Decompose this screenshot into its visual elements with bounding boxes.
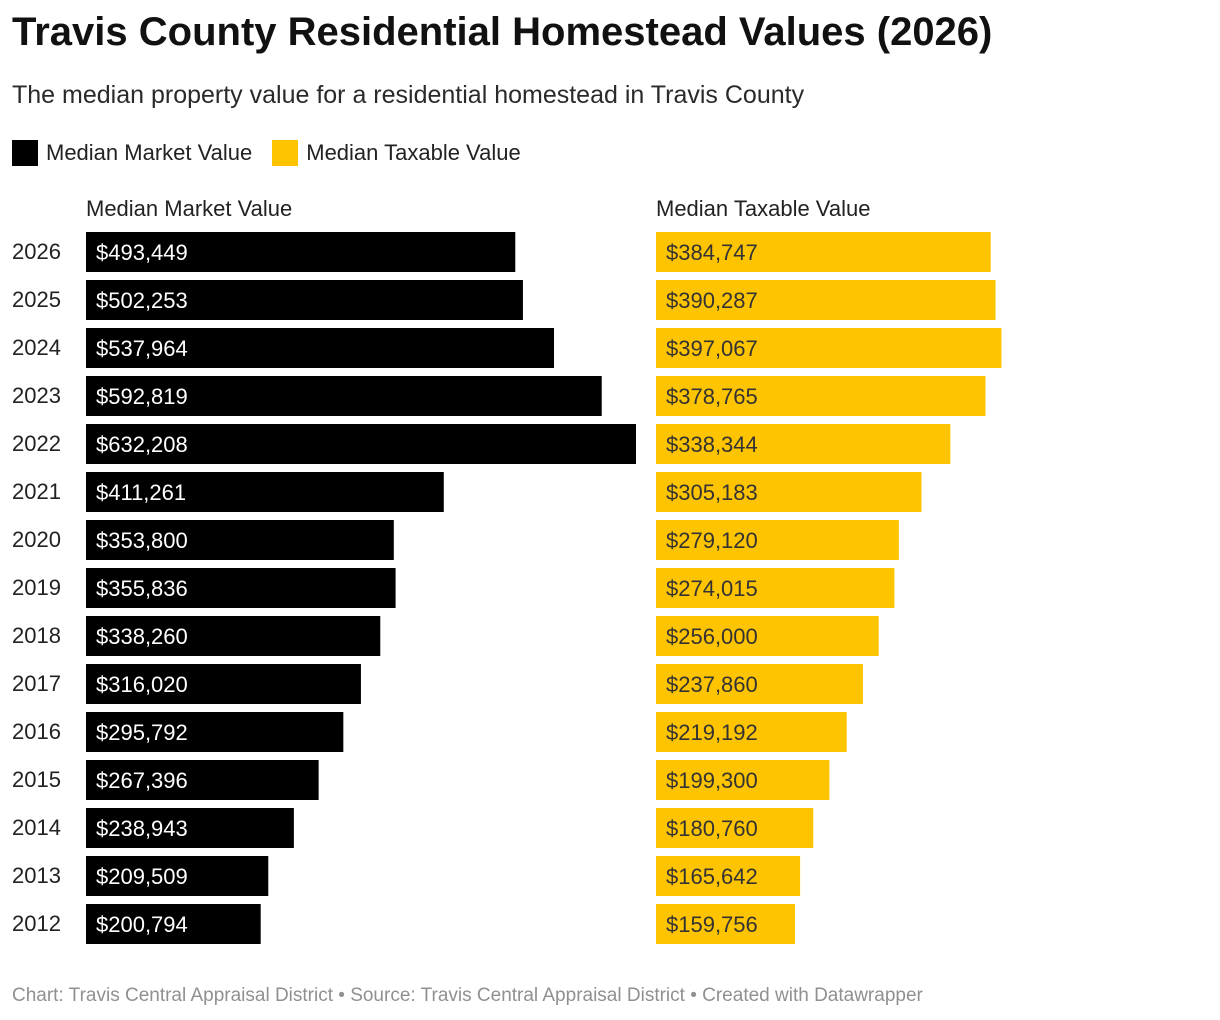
legend-label-market: Median Market Value (46, 140, 253, 165)
taxable-value-bar (656, 328, 1002, 368)
taxable-value-bar (656, 568, 895, 608)
taxable-value-label: $219,192 (666, 720, 758, 745)
market-value-label: $295,792 (96, 720, 188, 745)
taxable-value-label: $390,287 (666, 288, 758, 313)
taxable-value-bar (656, 904, 795, 944)
taxable-value-label: $384,747 (666, 240, 758, 265)
taxable-panel-header: Median Taxable Value (656, 196, 870, 221)
taxable-value-label: $180,760 (666, 816, 758, 841)
taxable-value-label: $256,000 (666, 624, 758, 649)
taxable-value-bar (656, 712, 847, 752)
taxable-value-label: $274,015 (666, 576, 758, 601)
year-label: 2024 (12, 335, 61, 360)
taxable-value-bar (656, 664, 863, 704)
chart-footer: Chart: Travis Central Appraisal District… (12, 985, 923, 1006)
market-value-bar (86, 424, 636, 464)
market-value-bar (86, 568, 396, 608)
taxable-value-bar (656, 520, 899, 560)
market-value-bar (86, 808, 294, 848)
year-label: 2015 (12, 767, 61, 792)
year-label: 2017 (12, 671, 61, 696)
taxable-value-bar (656, 376, 986, 416)
year-label: 2016 (12, 719, 61, 744)
taxable-value-label: $165,642 (666, 864, 758, 889)
taxable-value-label: $338,344 (666, 432, 758, 457)
taxable-value-bar (656, 808, 814, 848)
year-label: 2019 (12, 575, 61, 600)
taxable-value-label: $159,756 (666, 912, 758, 937)
taxable-value-bar (656, 616, 879, 656)
bar-chart: 2026 2025 2024 2023 2022 2021 2020 2019 2018 2017… (12, 196, 1002, 944)
market-value-label: $632,208 (96, 432, 188, 457)
year-label: 2013 (12, 863, 61, 888)
market-value-label: $267,396 (96, 768, 188, 793)
year-label: 2014 (12, 815, 61, 840)
market-value-bar (86, 664, 361, 704)
chart-subtitle: The median property value for a resident… (12, 81, 805, 109)
taxable-value-bar (656, 472, 922, 512)
legend-item-taxable: Median Taxable Value (272, 140, 521, 166)
taxable-value-label: $378,765 (666, 384, 758, 409)
market-value-label: $316,020 (96, 672, 188, 697)
market-value-label: $209,509 (96, 864, 188, 889)
market-panel-header: Median Market Value (86, 196, 292, 221)
legend: Median Market Value Median Taxable Value (12, 138, 541, 168)
market-value-bar (86, 616, 381, 656)
taxable-value-bar (656, 232, 991, 272)
year-label: 2026 (12, 239, 61, 264)
chart-title: Travis County Residential Homestead Valu… (12, 10, 993, 54)
market-value-bar (86, 376, 602, 416)
taxable-value-label: $237,860 (666, 672, 758, 697)
taxable-value-label: $305,183 (666, 480, 758, 505)
year-label: 2018 (12, 623, 61, 648)
market-value-label: $411,261 (96, 480, 186, 505)
taxable-value-bar (656, 280, 996, 320)
market-value-bar (86, 328, 555, 368)
market-value-label: $537,964 (96, 336, 188, 361)
market-value-label: $200,794 (96, 912, 188, 937)
taxable-value-label: $397,067 (666, 336, 758, 361)
market-value-bar (86, 232, 516, 272)
year-label: 2012 (12, 911, 61, 936)
taxable-value-label: $199,300 (666, 768, 758, 793)
taxable-value-bar (656, 424, 951, 464)
market-value-bar (86, 712, 344, 752)
market-value-label: $502,253 (96, 288, 188, 313)
market-value-label: $493,449 (96, 240, 188, 265)
legend-label-taxable: Median Taxable Value (306, 140, 521, 165)
year-label: 2020 (12, 527, 61, 552)
year-label: 2021 (12, 479, 61, 504)
market-value-label: $353,800 (96, 528, 188, 553)
legend-item-market: Median Market Value (12, 140, 252, 166)
legend-swatch-market (12, 140, 38, 166)
market-value-bar (86, 856, 269, 896)
taxable-value-label: $279,120 (666, 528, 758, 553)
market-value-bar (86, 472, 444, 512)
market-value-bar (86, 280, 523, 320)
market-value-bar (86, 760, 319, 800)
market-value-label: $238,943 (96, 816, 188, 841)
year-label: 2022 (12, 431, 61, 456)
year-label: 2025 (12, 287, 61, 312)
market-value-label: $355,836 (96, 576, 188, 601)
market-value-label: $592,819 (96, 384, 188, 409)
taxable-value-bar (656, 760, 830, 800)
market-value-label: $338,260 (96, 624, 188, 649)
legend-swatch-taxable (272, 140, 299, 166)
market-value-bar (86, 904, 261, 944)
market-value-bar (86, 520, 394, 560)
taxable-value-bar (656, 856, 801, 896)
year-label: 2023 (12, 383, 61, 408)
